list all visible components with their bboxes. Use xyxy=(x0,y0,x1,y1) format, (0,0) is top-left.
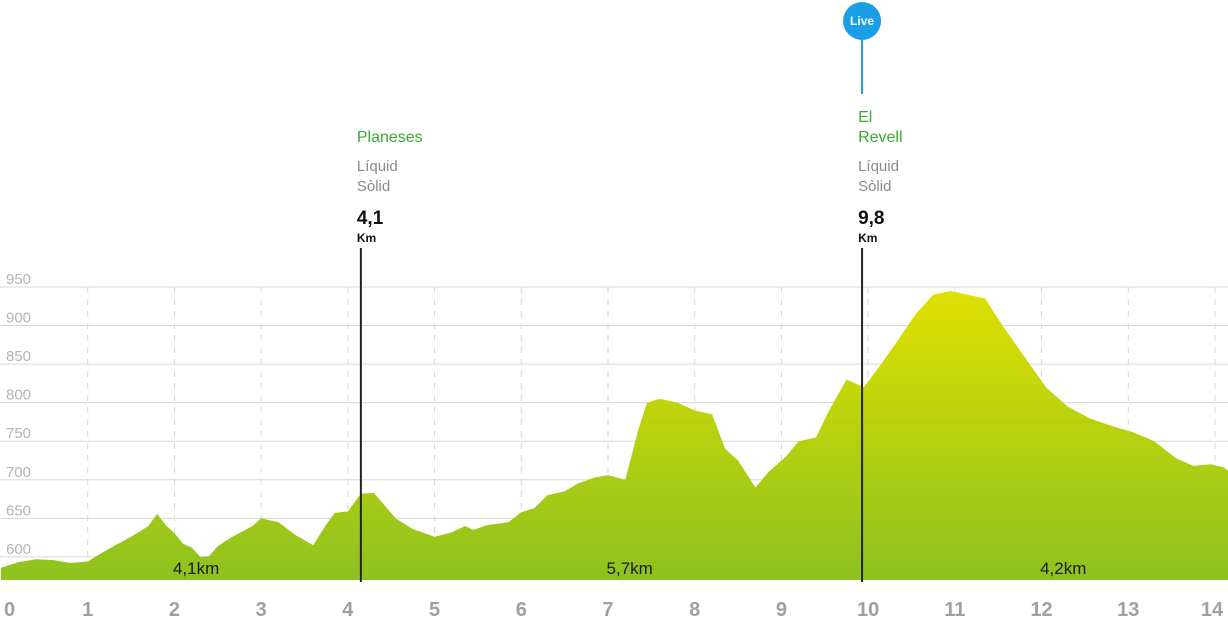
x-tick-label: 1 xyxy=(82,599,93,621)
y-tick-label: 600 xyxy=(6,541,31,558)
x-tick-label: 5 xyxy=(429,599,440,621)
y-tick-label: 950 xyxy=(6,271,31,288)
x-tick-label: 3 xyxy=(256,599,267,621)
checkpoint-supply: Sòlid xyxy=(858,178,891,195)
segment-distance-label: 5,7km xyxy=(607,559,653,578)
y-tick-label: 900 xyxy=(6,310,31,327)
segment-distance-label: 4,1km xyxy=(173,559,219,578)
y-tick-label: 650 xyxy=(6,502,31,519)
x-tick-label: 11 xyxy=(944,599,965,621)
x-tick-label: 13 xyxy=(1117,599,1139,621)
checkpoint-name: El xyxy=(858,109,872,126)
x-tick-label: 7 xyxy=(602,599,613,621)
checkpoint-km-unit: Km xyxy=(357,231,376,245)
checkpoint-km-unit: Km xyxy=(858,231,877,245)
checkpoint-supply: Líquid xyxy=(357,158,398,175)
x-tick-label: 9 xyxy=(776,599,787,621)
checkpoint-supply: Líquid xyxy=(858,158,899,175)
elevation-area xyxy=(1,290,1228,580)
y-tick-label: 850 xyxy=(6,348,31,365)
x-tick-label: 12 xyxy=(1030,599,1052,621)
x-tick-label: 8 xyxy=(689,599,700,621)
x-tick-label: 4 xyxy=(342,599,354,621)
y-tick-label: 700 xyxy=(6,464,31,481)
y-tick-label: 750 xyxy=(6,425,31,442)
x-tick-label: 2 xyxy=(169,599,180,621)
x-tick-label: 6 xyxy=(516,599,527,621)
checkpoint-km: 4,1 xyxy=(357,208,384,229)
x-tick-label: 0 xyxy=(4,599,15,621)
live-marker-label: Live xyxy=(850,14,874,28)
live-marker-badge xyxy=(843,2,882,40)
profile-area-layer xyxy=(1,290,1228,580)
checkpoint-km: 9,8 xyxy=(858,208,884,229)
y-tick-label: 800 xyxy=(6,387,31,404)
checkpoint-layer xyxy=(359,2,882,582)
checkpoint-supply: Sòlid xyxy=(357,178,390,195)
checkpoint-name: Planeses xyxy=(357,129,423,146)
segment-distance-label: 4,2km xyxy=(1040,559,1086,578)
checkpoint-name: Revell xyxy=(858,129,902,146)
x-tick-label: 14 xyxy=(1201,599,1224,621)
x-tick-label: 10 xyxy=(857,599,879,621)
